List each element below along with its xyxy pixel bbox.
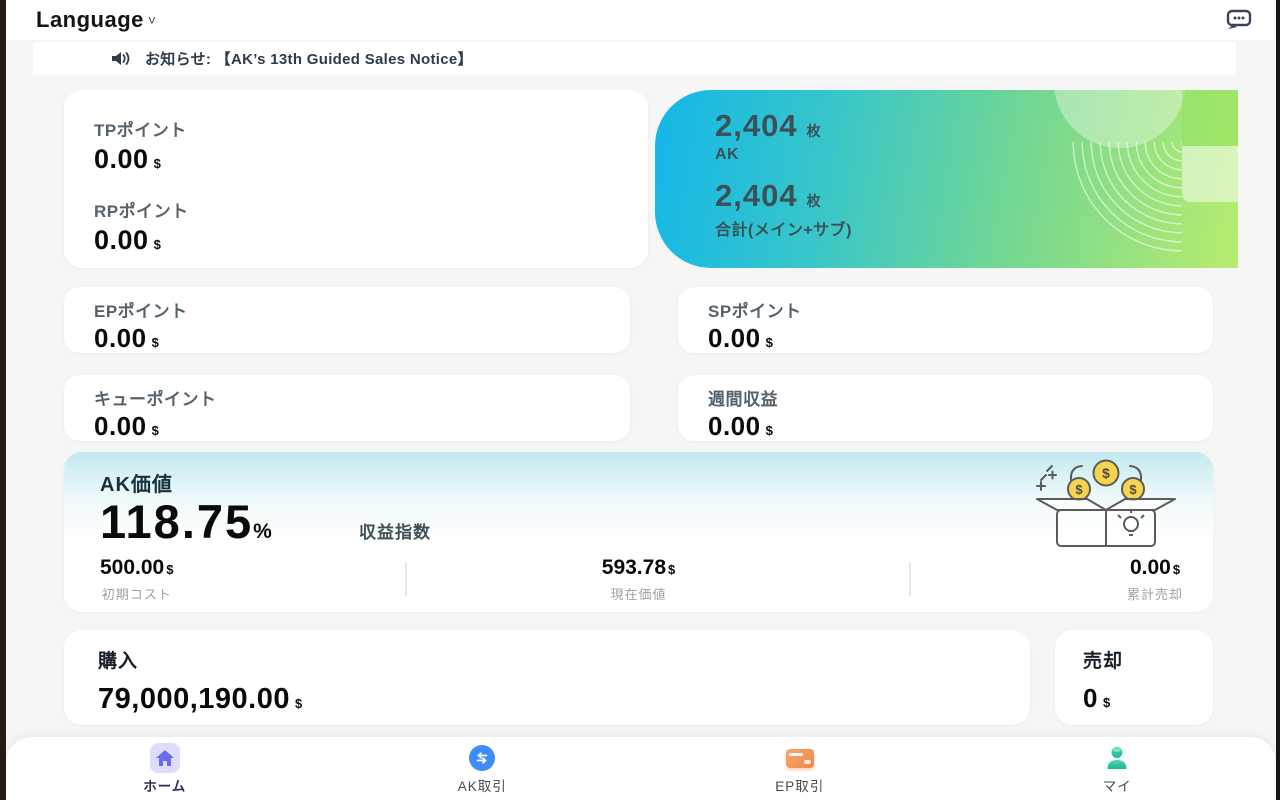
weekly-revenue-label: 週間収益 [708,390,778,409]
concentric-rings-decoration [1070,142,1182,254]
ep-points-card: EPポイント 0.00 $ [64,287,630,353]
rp-point-label: RPポイント [94,202,189,221]
ep-point-value: 0.00 $ [94,323,160,353]
percent-sign: % [253,520,272,543]
notice-text: お知らせ: 【AK’s 13th Guided Sales Notice】 [145,51,473,68]
square-decoration [1182,90,1238,146]
current-value-stat: 593.78 $ 現在価値 [601,556,676,602]
home-icon [149,743,180,773]
quarter-circle-decoration [1054,90,1186,148]
weekly-revenue-card: 週間収益 0.00 $ [678,375,1213,441]
sell-card[interactable]: 売却 0 $ [1055,630,1213,725]
language-selector[interactable]: Language ˅ [36,7,157,33]
nav-label-ep-trade: EP取引 [775,779,825,794]
swap-icon [469,745,496,771]
profit-index-value: 118.75% [100,495,272,548]
cumulative-sold-stat: 0.00 $ 累計売却 [1126,556,1183,602]
queue-point-value: 0.00 $ [94,411,160,441]
sell-label: 売却 [1083,651,1124,672]
card-icon [785,748,814,768]
ak-main-balance: 2,404 枚 [715,108,821,143]
ak-main-unit: 枚 [806,123,821,139]
notice-bar[interactable]: お知らせ: 【AK’s 13th Guided Sales Notice】 [33,42,1236,75]
weekly-revenue-value: 0.00 $ [708,411,774,441]
nav-item-ep-trade[interactable]: EP取引 [641,737,959,800]
svg-text:$: $ [1129,482,1137,497]
purchase-unit: $ [294,696,303,711]
rp-point-value: 0.00 $ [94,225,162,255]
nav-label-my: マイ [1102,779,1132,794]
coins-box-illustration: $ $ $ [1027,458,1185,559]
top-header: Language ˅ [6,0,1276,40]
bottom-navigation: ホーム AK取引 EP取引 [6,737,1276,800]
ak-value-title: AK価値 [100,474,173,496]
nav-item-home[interactable]: ホーム [6,737,324,800]
purchase-card[interactable]: 購入 79,000,190.00 $ [64,630,1030,725]
square-decoration-light [1182,146,1238,202]
ak-balance-card[interactable]: 2,404 枚 AK 2,404 枚 合計(メイン+サブ) [655,90,1238,268]
chevron-down-icon: ˅ [147,12,157,28]
nav-label-ak-trade: AK取引 [457,779,507,794]
chat-bubble-icon[interactable] [1224,8,1254,34]
svg-text:$: $ [1102,465,1110,481]
ak-total-unit: 枚 [806,193,821,209]
sp-point-label: SPポイント [708,302,802,321]
current-value-value: 593.78 [601,556,666,579]
queue-point-unit: $ [151,423,160,438]
purchase-value: 79,000,190.00 $ [98,683,303,715]
cumulative-sold-value: 0.00 [1129,556,1171,579]
screen-edge-right [1276,0,1280,800]
tp-point-label: TPポイント [94,121,187,140]
ak-total-label: 合計(メイン+サブ) [715,222,853,239]
sp-point-value: 0.00 $ [708,323,774,353]
stat-divider [909,562,911,596]
purchase-label: 購入 [98,651,139,672]
queue-point-label: キューポイント [94,390,217,409]
initial-cost-stat: 500.00 $ 初期コスト [100,556,174,602]
speaker-icon [112,52,130,65]
queue-points-card: キューポイント 0.00 $ [64,375,630,441]
cumulative-sold-label: 累計売却 [1126,587,1183,602]
tp-point-unit: $ [153,156,162,171]
nav-label-home: ホーム [143,779,187,794]
ep-point-unit: $ [151,335,160,350]
tp-rp-points-card: TPポイント 0.00 $ RPポイント 0.00 $ [64,90,648,268]
stat-divider [405,562,407,596]
sell-value: 0 $ [1083,683,1111,713]
ak-value-card: AK価値 118.75% 収益指数 $ $ $ [64,452,1213,612]
initial-cost-label: 初期コスト [101,587,172,602]
sp-points-card: SPポイント 0.00 $ [678,287,1213,353]
current-value-label: 現在価値 [610,587,667,602]
screen-edge-left [0,0,6,800]
ak-total-balance: 2,404 枚 [715,178,821,213]
tp-point-value: 0.00 $ [94,144,162,174]
ep-point-label: EPポイント [94,302,188,321]
rp-point-unit: $ [153,237,162,252]
initial-cost-value: 500.00 [100,556,165,579]
svg-text:$: $ [1075,482,1083,497]
sp-point-unit: $ [765,335,774,350]
profit-index-label: 収益指数 [359,523,431,542]
nav-item-ak-trade[interactable]: AK取引 [324,737,642,800]
sell-unit: $ [1102,695,1111,710]
language-label: Language [36,7,144,32]
person-icon [1107,747,1127,769]
ak-main-label: AK [715,146,740,163]
weekly-revenue-unit: $ [765,423,774,438]
nav-item-my[interactable]: マイ [959,737,1277,800]
